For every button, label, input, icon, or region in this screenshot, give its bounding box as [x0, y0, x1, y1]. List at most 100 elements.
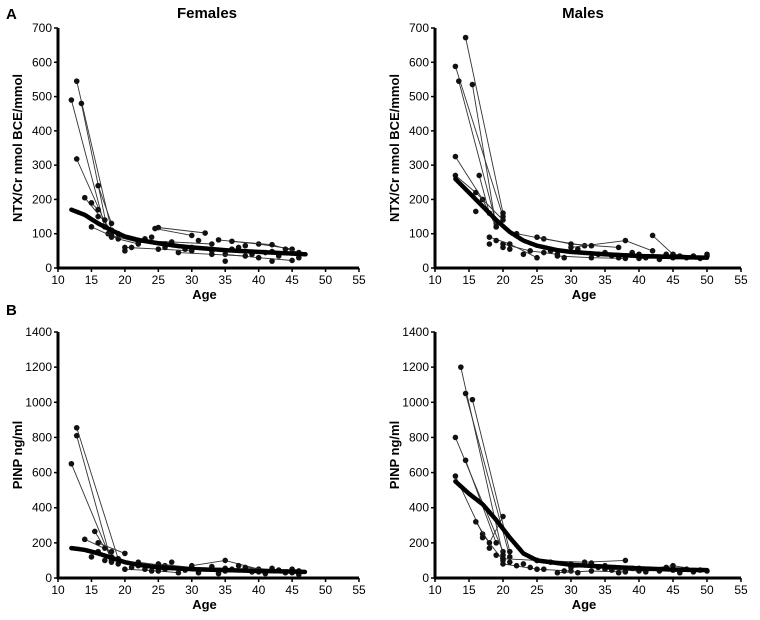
data-point: [486, 241, 493, 247]
y-tick-label: 600: [32, 55, 52, 69]
panel-letter-a: A: [6, 6, 17, 23]
data-point: [122, 566, 128, 573]
subject-line: [458, 80, 497, 224]
data-point: [255, 254, 262, 261]
data-point: [575, 569, 581, 576]
x-tick-label: 25: [530, 583, 544, 597]
data-point: [88, 224, 95, 230]
data-point: [500, 210, 506, 216]
x-tick-label: 20: [118, 273, 132, 287]
y-tick-label: 500: [32, 90, 52, 104]
data-point: [670, 562, 676, 569]
data-point: [78, 100, 85, 107]
x-tick-label: 45: [285, 273, 299, 287]
data-point: [452, 473, 459, 479]
data-point: [486, 234, 493, 240]
subject-line: [158, 227, 206, 234]
data-point: [452, 172, 459, 179]
subject-line: [80, 103, 109, 234]
x-tick-label: 25: [152, 273, 166, 287]
x-tick-label: 40: [252, 583, 266, 597]
y-tick-label: 0: [422, 261, 429, 275]
x-tick-label: 50: [700, 273, 714, 287]
chart-b-males: 0 200 400 600 800 1000 1200 1400 10 15 20 25 30 35 40 4…: [387, 325, 748, 612]
data-point: [95, 540, 101, 546]
data-point: [500, 555, 506, 562]
y-axis-title: PINP ng/ml: [10, 421, 25, 489]
x-tick-label: 35: [598, 273, 612, 287]
y-tick-label: 500: [409, 90, 429, 104]
y-axis-title: NTX/Cr nmol BCE/mmol: [10, 74, 25, 222]
x-axis-title: Age: [192, 597, 217, 612]
data-point: [202, 230, 208, 236]
data-point: [500, 217, 506, 223]
data-point: [534, 234, 540, 240]
data-point: [289, 257, 295, 264]
data-point: [242, 253, 249, 259]
x-tick-label: 15: [85, 583, 99, 597]
column-title-females: Females: [176, 5, 238, 22]
data-point: [175, 569, 182, 576]
data-point: [500, 244, 506, 251]
y-tick-label: 200: [32, 536, 52, 550]
data-point: [462, 457, 469, 464]
data-point: [235, 562, 242, 569]
data-point: [95, 182, 101, 189]
x-tick-label: 50: [700, 583, 714, 597]
x-tick-label: 55: [734, 273, 748, 287]
data-point: [561, 254, 567, 261]
subject-line: [471, 84, 497, 227]
data-point: [462, 34, 469, 41]
data-point: [507, 548, 513, 555]
data-point: [456, 78, 462, 84]
data-point: [73, 78, 80, 84]
trend-line: [69, 207, 308, 257]
y-tick-label: 1000: [402, 395, 429, 409]
x-axis-title: Age: [192, 287, 217, 302]
data-point: [108, 220, 115, 227]
x-axis-title: Age: [572, 597, 597, 612]
data-point: [507, 554, 513, 560]
data-point: [462, 390, 469, 397]
data-point: [68, 460, 75, 467]
chart-a-males: 0 100 200 300 400 500 600 700 10 15 20 25 30 35 40 45 50…: [387, 21, 748, 302]
x-tick-label: 45: [666, 583, 680, 597]
data-point: [269, 258, 275, 264]
y-tick-label: 200: [409, 536, 429, 550]
x-tick-label: 30: [564, 273, 578, 287]
subject-line: [97, 185, 112, 224]
data-point: [561, 568, 567, 574]
data-point: [73, 156, 80, 162]
data-point: [452, 63, 459, 70]
data-point: [469, 81, 476, 88]
data-point: [486, 545, 493, 551]
data-point: [168, 559, 175, 565]
column-title-males: Males: [562, 5, 604, 22]
subject-line: [478, 175, 490, 214]
data-point: [222, 557, 229, 564]
data-point: [195, 237, 202, 244]
x-tick-label: 55: [734, 583, 748, 597]
data-point: [229, 238, 235, 245]
data-point: [568, 568, 574, 574]
y-tick-label: 1000: [25, 395, 52, 409]
data-point: [473, 208, 479, 215]
x-tick-label: 40: [252, 273, 266, 287]
y-axis-title: PINP ng/ml: [387, 421, 402, 489]
data-point: [175, 249, 182, 256]
data-point: [500, 561, 506, 567]
data-point: [215, 237, 222, 243]
subject-line: [97, 542, 126, 554]
y-tick-label: 200: [409, 192, 429, 206]
data-point: [476, 172, 483, 179]
x-tick-label: 20: [496, 273, 510, 287]
chart-b-females: 0 200 400 600 800 1000 1200 1400 10 15 20 25 30 35 40 4…: [10, 325, 366, 612]
x-tick-label: 15: [462, 273, 476, 287]
x-tick-label: 30: [185, 273, 199, 287]
x-tick-label: 30: [185, 583, 199, 597]
data-point: [88, 200, 95, 206]
data-point: [520, 561, 527, 567]
y-tick-label: 0: [45, 571, 52, 585]
x-tick-label: 30: [564, 583, 578, 597]
